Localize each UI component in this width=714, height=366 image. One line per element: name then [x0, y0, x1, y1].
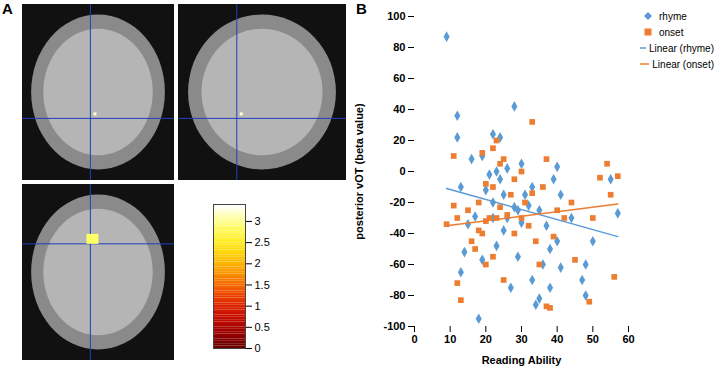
html-text:Linear (onset): Linear (onset)	[652, 58, 714, 70]
svg-text:50: 50	[587, 333, 599, 345]
svg-text:0: 0	[411, 333, 417, 345]
svg-text:40: 40	[393, 103, 405, 115]
html-text:onset: onset	[659, 26, 684, 38]
svg-text:60: 60	[393, 72, 405, 84]
svg-text:-100: -100	[383, 320, 405, 332]
html-text:B: B	[356, 0, 367, 17]
svg-text:0.5: 0.5	[255, 321, 270, 333]
html-text:Linear (rhyme): Linear (rhyme)	[649, 42, 714, 54]
html-text:rhyme: rhyme	[659, 10, 687, 22]
svg-text:-80: -80	[390, 289, 406, 301]
svg-text:-20: -20	[390, 196, 406, 208]
svg-text:-40: -40	[390, 227, 406, 239]
svg-text:0: 0	[255, 342, 261, 354]
svg-text:0: 0	[399, 165, 405, 177]
svg-text:posterior vOT (beta value): posterior vOT (beta value)	[353, 103, 365, 240]
svg-text:-60: -60	[390, 258, 406, 270]
svg-text:40: 40	[551, 333, 563, 345]
svg-text:2.5: 2.5	[255, 236, 270, 248]
svg-text:Reading Ability: Reading Ability	[482, 354, 563, 366]
svg-text:80: 80	[393, 41, 405, 53]
svg-text:2: 2	[255, 257, 261, 269]
svg-text:1.5: 1.5	[255, 278, 270, 290]
svg-text:20: 20	[393, 134, 405, 146]
svg-text:30: 30	[515, 333, 527, 345]
svg-text:20: 20	[480, 333, 492, 345]
svg-text:3: 3	[255, 215, 261, 227]
html-text:A: A	[2, 0, 13, 17]
svg-text:1: 1	[255, 300, 261, 312]
svg-text:60: 60	[622, 333, 634, 345]
svg-text:10: 10	[444, 333, 456, 345]
svg-text:100: 100	[387, 10, 405, 22]
